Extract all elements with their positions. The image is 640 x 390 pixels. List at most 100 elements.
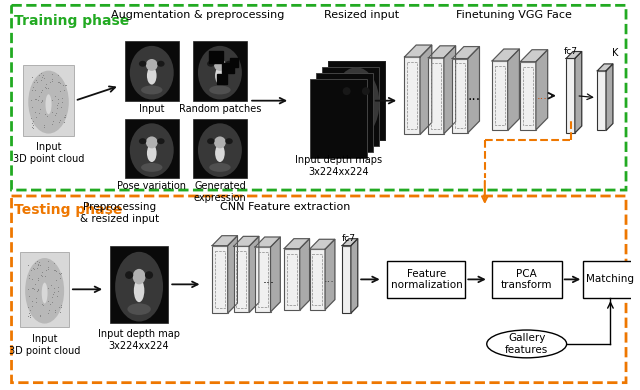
Ellipse shape <box>115 252 163 321</box>
Text: fc7: fc7 <box>342 234 355 243</box>
Ellipse shape <box>125 271 133 279</box>
Bar <box>209 51 223 63</box>
Bar <box>125 119 179 178</box>
Bar <box>342 246 351 313</box>
Bar <box>255 247 271 312</box>
Polygon shape <box>351 239 358 313</box>
Ellipse shape <box>214 136 226 148</box>
Ellipse shape <box>351 95 362 119</box>
Ellipse shape <box>130 123 173 177</box>
Bar <box>284 248 300 310</box>
Text: ...: ... <box>537 91 548 101</box>
Polygon shape <box>228 236 237 313</box>
Bar <box>310 79 367 158</box>
FancyBboxPatch shape <box>12 5 626 190</box>
Text: Input
3D point cloud: Input 3D point cloud <box>13 142 84 164</box>
Text: ...: ... <box>468 89 481 103</box>
Bar <box>566 58 575 133</box>
Bar <box>23 65 74 136</box>
Bar <box>583 261 637 298</box>
Bar <box>110 246 168 323</box>
Text: Input: Input <box>139 104 164 113</box>
Ellipse shape <box>225 61 233 67</box>
Bar <box>408 62 417 129</box>
Ellipse shape <box>139 61 147 67</box>
Ellipse shape <box>141 163 163 172</box>
Ellipse shape <box>198 46 242 99</box>
Bar <box>597 71 606 131</box>
Polygon shape <box>508 49 520 131</box>
Bar <box>20 252 69 326</box>
Text: Input depth maps
3x224xx224: Input depth maps 3x224xx224 <box>295 155 382 177</box>
Text: ...: ... <box>262 273 275 286</box>
Bar <box>230 58 239 67</box>
Polygon shape <box>300 239 310 310</box>
Bar <box>287 254 297 305</box>
Polygon shape <box>212 236 237 246</box>
Polygon shape <box>606 64 613 131</box>
Polygon shape <box>428 46 456 58</box>
Bar <box>312 254 322 305</box>
Polygon shape <box>284 239 310 248</box>
Text: Input
3D point cloud: Input 3D point cloud <box>9 334 80 356</box>
Ellipse shape <box>139 138 147 144</box>
Text: Finetuning VGG Face: Finetuning VGG Face <box>456 10 572 20</box>
Bar <box>125 41 179 101</box>
Polygon shape <box>310 239 335 249</box>
Ellipse shape <box>198 123 242 177</box>
FancyBboxPatch shape <box>12 196 626 383</box>
Ellipse shape <box>350 85 362 101</box>
Text: Preprocessing
& resized input: Preprocessing & resized input <box>80 202 159 223</box>
Ellipse shape <box>209 163 230 172</box>
Ellipse shape <box>132 269 145 284</box>
Bar <box>222 63 234 73</box>
Bar <box>328 61 385 140</box>
Polygon shape <box>597 64 613 71</box>
Bar <box>431 63 441 129</box>
Text: Feature
normalization: Feature normalization <box>390 269 462 290</box>
Bar <box>212 246 228 313</box>
Polygon shape <box>255 237 280 247</box>
Ellipse shape <box>141 85 163 94</box>
Text: CNN Feature extraction: CNN Feature extraction <box>220 202 350 212</box>
Polygon shape <box>404 45 432 57</box>
Bar <box>258 252 268 307</box>
Polygon shape <box>536 50 548 130</box>
Polygon shape <box>420 45 432 135</box>
Bar <box>428 58 444 134</box>
Text: Random patches: Random patches <box>179 104 261 113</box>
Polygon shape <box>452 47 479 58</box>
Text: Generated
expression: Generated expression <box>193 181 246 203</box>
Polygon shape <box>249 236 259 312</box>
Ellipse shape <box>207 61 214 67</box>
Bar <box>217 74 227 84</box>
Text: Testing phase: Testing phase <box>15 203 123 217</box>
Polygon shape <box>444 46 456 134</box>
Bar <box>455 64 465 128</box>
Bar <box>524 67 533 125</box>
Ellipse shape <box>25 258 64 324</box>
Bar <box>492 261 562 298</box>
Text: Training phase: Training phase <box>15 14 130 28</box>
Bar <box>404 57 420 135</box>
Bar <box>234 246 249 312</box>
Ellipse shape <box>342 87 351 95</box>
Ellipse shape <box>214 59 226 71</box>
Polygon shape <box>566 51 582 58</box>
Ellipse shape <box>207 138 214 144</box>
Bar <box>215 251 225 308</box>
Polygon shape <box>234 236 259 246</box>
Text: fc7: fc7 <box>563 47 577 56</box>
Ellipse shape <box>157 138 164 144</box>
Text: Input depth map
3x224xx224: Input depth map 3x224xx224 <box>98 329 180 351</box>
Ellipse shape <box>28 71 68 133</box>
Ellipse shape <box>215 67 225 85</box>
Bar <box>193 41 246 101</box>
Ellipse shape <box>487 330 566 358</box>
Ellipse shape <box>42 283 47 303</box>
Text: Pose variation: Pose variation <box>117 181 186 191</box>
Bar <box>316 73 373 152</box>
Bar <box>193 119 246 178</box>
Bar <box>495 66 505 126</box>
Ellipse shape <box>225 138 233 144</box>
